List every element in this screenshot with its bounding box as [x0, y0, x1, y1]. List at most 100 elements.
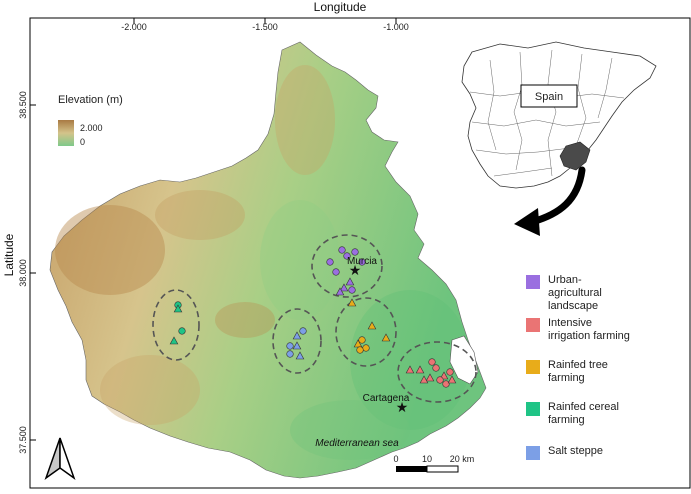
y-axis-title: Latitude	[2, 233, 16, 276]
sample-point-triangle	[405, 365, 415, 374]
sample-point-circle	[428, 358, 436, 366]
sample-point-triangle	[169, 336, 179, 345]
legend-swatch	[526, 318, 540, 332]
sample-points	[169, 246, 457, 388]
spain-inset-map: Spain	[461, 41, 657, 189]
legend-label: Urban-	[548, 274, 582, 286]
sample-point-triangle	[347, 298, 357, 307]
sample-point-circle	[358, 336, 366, 344]
sample-point-triangle	[339, 283, 349, 292]
sample-point-triangle	[381, 333, 391, 342]
x-tick-label: -1.000	[383, 22, 409, 32]
sample-point-triangle	[345, 277, 355, 286]
sample-point-triangle	[335, 287, 345, 296]
sample-point-circle	[351, 248, 359, 256]
y-tick-label: 38.000	[18, 259, 28, 287]
city-label: Murcia	[347, 256, 377, 267]
sample-point-circle	[332, 268, 340, 276]
elevation-legend-title: Elevation (m)	[58, 94, 123, 106]
elevation-low-label: 0	[80, 137, 85, 147]
scale-tick-label: 20 km	[450, 454, 475, 464]
sample-point-triangle	[425, 373, 435, 382]
sample-point-circle	[299, 327, 307, 335]
arrowhead-icon	[514, 208, 540, 236]
x-axis-title: Longitude	[314, 0, 367, 14]
sample-point-circle	[358, 258, 366, 266]
sample-point-circle	[338, 246, 346, 254]
legend-label: Rainfed tree	[548, 359, 608, 371]
sample-point-circle	[343, 252, 351, 260]
inset-label-box	[520, 84, 578, 108]
inset-pointer-arrow	[528, 166, 586, 226]
mar-menor-lagoon	[449, 335, 479, 385]
murcia-region	[49, 41, 487, 479]
sample-point-circle	[286, 342, 294, 350]
y-tick-label: 37.500	[18, 426, 28, 454]
legend-item: Salt steppe	[526, 445, 603, 460]
scale-bar-segment-white	[426, 465, 459, 473]
study-area-ellipse-irrigation	[397, 341, 477, 403]
legend-label: Rainfed cereal	[548, 401, 619, 413]
region-terrain	[49, 41, 487, 479]
murcia-highlight	[559, 141, 591, 171]
city-marker-icon: ★	[349, 263, 362, 279]
scale-tick-label: 10	[422, 454, 432, 464]
sample-point-circle	[362, 344, 370, 352]
sample-point-triangle	[292, 331, 302, 340]
legend-label: landscape	[548, 300, 598, 312]
sample-point-triangle	[447, 375, 457, 384]
sample-point-circle	[436, 376, 444, 384]
study-area-ellipse-cereal	[152, 289, 200, 361]
legend-label: agricultural	[548, 287, 602, 299]
legend-label: irrigation farming	[548, 330, 630, 342]
legend-label: farming	[548, 414, 585, 426]
scale-bar-segment-black	[396, 466, 427, 472]
sample-point-triangle	[415, 365, 425, 374]
inset-label: Spain	[535, 91, 563, 103]
city-label: Cartagena	[363, 393, 410, 404]
study-area-ellipses	[152, 234, 477, 403]
sample-point-triangle	[419, 375, 429, 384]
mountain-shading	[275, 65, 335, 175]
study-area-ellipse-steppe	[272, 308, 322, 374]
city-murcia: ★ Murcia	[347, 256, 377, 279]
elevation-color-ramp	[58, 120, 74, 146]
legend-swatch	[526, 446, 540, 460]
sample-point-circle	[442, 380, 450, 388]
sample-point-triangle	[173, 304, 183, 313]
city-marker-icon: ★	[396, 400, 409, 416]
legend-label: farming	[548, 372, 585, 384]
sample-point-circle	[286, 350, 294, 358]
sample-point-triangle	[292, 341, 302, 350]
study-area-ellipse-urban	[311, 234, 383, 298]
mountain-shading	[155, 190, 245, 240]
sample-point-circle	[348, 286, 356, 294]
sample-point-circle	[178, 327, 186, 335]
lowland-shading	[290, 400, 410, 460]
mountain-shading	[100, 355, 200, 425]
north-arrow-icon	[44, 437, 76, 480]
elevation-legend: Elevation (m) 2.000 0	[58, 94, 123, 147]
sample-point-circle	[326, 258, 334, 266]
lowland-shading	[350, 290, 470, 430]
scale-tick-label: 0	[393, 454, 398, 464]
x-tick-label: -1.500	[252, 22, 278, 32]
legend-swatch	[526, 275, 540, 289]
sample-point-circle	[446, 368, 454, 376]
mountain-shading	[215, 302, 275, 338]
legend-label: Intensive	[548, 317, 592, 329]
lowland-shading	[260, 200, 340, 320]
y-tick-marks	[30, 104, 36, 441]
legend-swatch	[526, 402, 540, 416]
y-tick-label: 38.500	[18, 91, 28, 119]
sample-point-triangle	[295, 351, 305, 360]
mountain-shading	[55, 205, 165, 295]
x-tick-marks	[133, 18, 397, 24]
sample-point-triangle	[367, 321, 377, 330]
